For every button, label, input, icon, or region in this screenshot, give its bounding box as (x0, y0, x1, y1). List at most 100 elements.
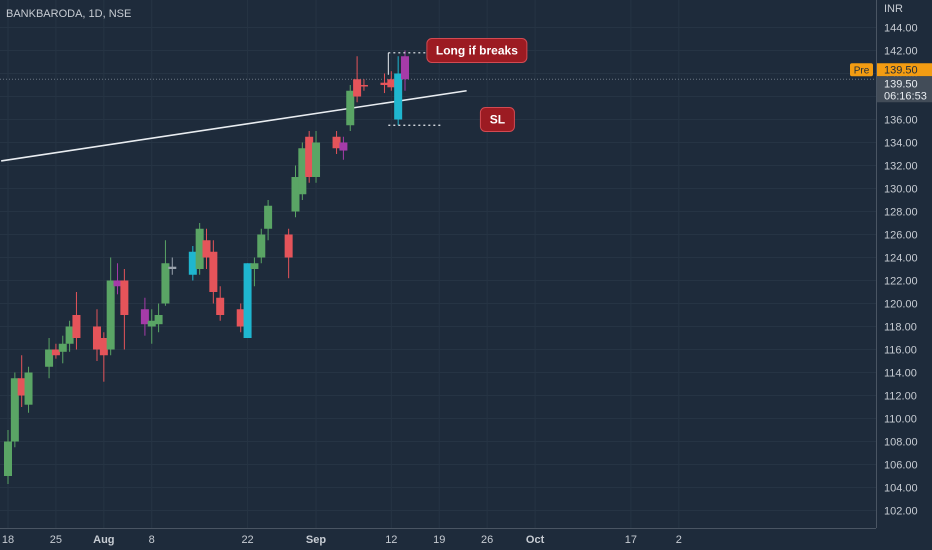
candle (243, 263, 252, 338)
candle-body (305, 136, 314, 177)
candle-body (236, 309, 245, 327)
candle (99, 332, 108, 382)
candle-body (161, 263, 170, 304)
long-if-breaks-callout: Long if breaks (426, 38, 528, 63)
sl-callout: SL (479, 107, 515, 132)
time-tick-label: Sep (306, 534, 326, 546)
time-tick-label: 26 (481, 534, 493, 546)
candle-body (45, 349, 54, 367)
time-tick-label: Oct (526, 534, 545, 546)
candle-body (298, 148, 307, 195)
price-tick-label: 110.00 (884, 414, 917, 426)
candle-body (216, 297, 225, 315)
candle-body (140, 309, 149, 325)
time-tick-label: 25 (50, 534, 62, 546)
candle (106, 257, 115, 356)
candle-body (168, 266, 177, 269)
price-tick-label: 128.00 (884, 207, 918, 219)
time-tick-label: Aug (93, 534, 114, 546)
candle-body (4, 441, 12, 476)
candle-body (106, 280, 115, 350)
chart-title: BANKBARODA, 1D, NSE (6, 8, 131, 20)
price-tick-label: 126.00 (884, 230, 918, 242)
candle-body (387, 79, 396, 88)
candle-body (401, 56, 410, 80)
time-tick-label: 22 (241, 534, 253, 546)
price-tick-label: 120.00 (884, 299, 918, 311)
candle-body (120, 280, 129, 315)
candle (353, 56, 362, 103)
candle-body (17, 378, 26, 396)
pre-price-label: 139.50 (884, 64, 918, 76)
candle-body (284, 234, 293, 258)
price-tick-label: 136.00 (884, 115, 918, 127)
candle (65, 320, 74, 352)
candle-body (339, 142, 348, 151)
pre-badge (850, 63, 873, 77)
candle (92, 309, 101, 361)
candle-body (92, 326, 101, 350)
callout-box (479, 107, 515, 132)
price-tick-label: 142.00 (884, 46, 918, 58)
candle (284, 228, 293, 279)
candle-body (72, 315, 81, 338)
candle (58, 335, 67, 364)
time-tick-label: 17 (625, 534, 637, 546)
price-tick-label: 134.00 (884, 138, 918, 150)
price-tick-label: 106.00 (884, 460, 918, 472)
price-tick-label: 130.00 (884, 184, 918, 196)
candle (120, 269, 129, 350)
candle (387, 71, 396, 91)
time-tick-label: 19 (433, 534, 445, 546)
candle-body (346, 90, 355, 126)
time-tick-label: 18 (2, 534, 14, 546)
overlay-layer: Long if breaks SL (387, 38, 528, 132)
candle (24, 366, 33, 413)
candle (4, 430, 12, 485)
callout-label: Long if breaks (436, 44, 518, 58)
candle (45, 338, 54, 379)
candle-body (332, 136, 341, 149)
candle (17, 355, 26, 407)
candle (147, 309, 156, 344)
candle (154, 303, 163, 333)
candle (140, 297, 149, 336)
candle-body (380, 82, 389, 85)
candle-body (113, 280, 122, 287)
candle (305, 131, 314, 183)
candle (209, 240, 218, 304)
currency-label: INR (884, 3, 903, 15)
candle (51, 343, 60, 359)
time-axis[interactable]: 18 25 Aug 8 22 Sep 12 19 26 Oct 17 2 (2, 534, 682, 546)
time-tick-label: 2 (676, 534, 682, 546)
candle (257, 228, 266, 264)
candle-body (359, 85, 368, 87)
time-tick-label: 12 (385, 534, 397, 546)
candle-body (10, 378, 19, 442)
candle (264, 200, 273, 241)
candle-body (264, 205, 273, 229)
candle-body (154, 315, 163, 325)
price-tick-label: 124.00 (884, 253, 918, 265)
price-tick-label: 118.00 (884, 322, 917, 334)
candle-body (353, 79, 362, 97)
candle-body (243, 263, 252, 338)
candle-body (99, 338, 108, 356)
candle (291, 165, 300, 218)
candle (72, 292, 81, 350)
price-tick-label: 112.00 (884, 391, 917, 403)
candle (332, 131, 341, 154)
price-tick-label: 114.00 (884, 368, 917, 380)
candle-body (291, 177, 300, 212)
candle-body (51, 349, 60, 356)
candle-body (147, 320, 156, 327)
trendline-layer (0, 78, 876, 162)
candle-body (250, 263, 259, 269)
candle-body (58, 343, 67, 352)
candle (298, 142, 307, 200)
price-axis[interactable]: 102.00 104.00 106.00 108.00 110.00 112.00 114.… (850, 23, 932, 518)
candle (168, 257, 177, 275)
candle (216, 286, 225, 321)
